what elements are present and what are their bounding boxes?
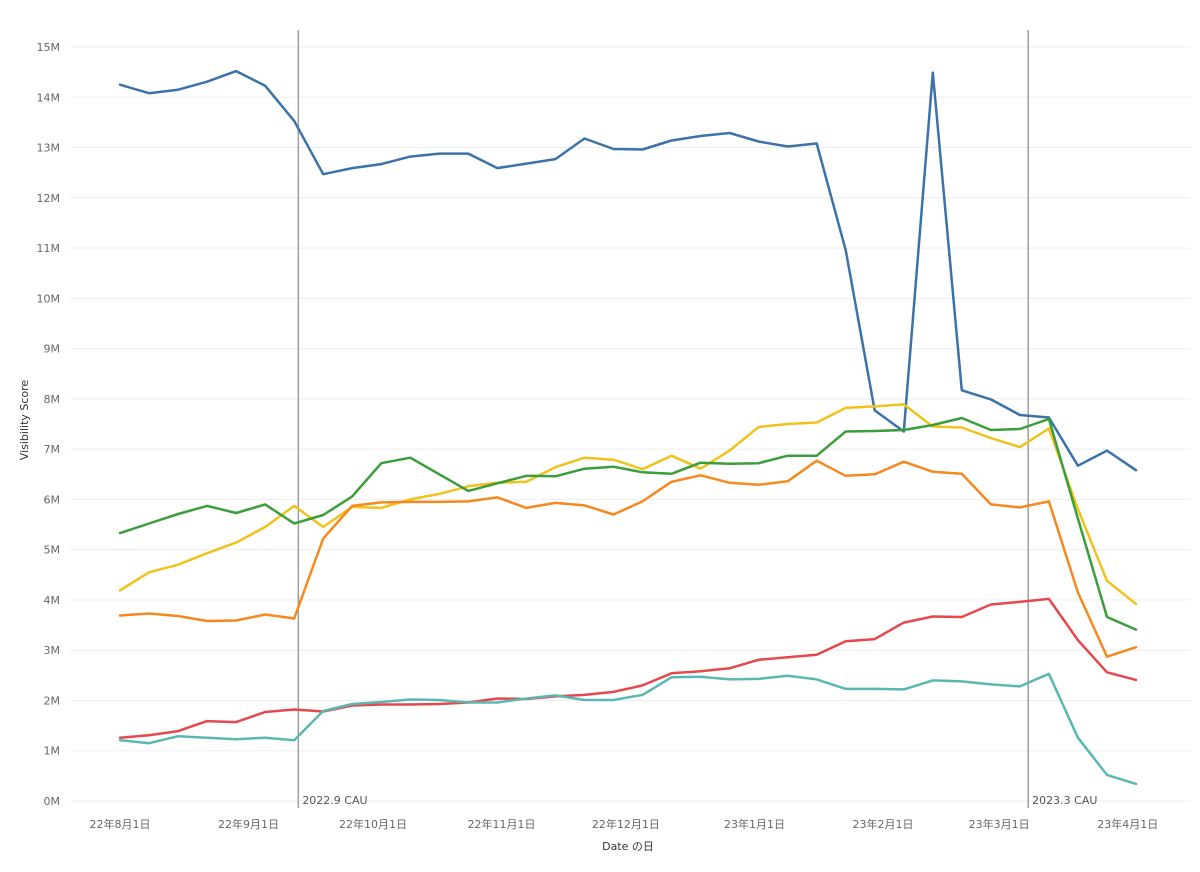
series-line bbox=[118, 597, 1138, 739]
x-tick-label: 22年10月1日 bbox=[339, 817, 407, 831]
reference-line-label: 2022.9 CAU bbox=[302, 794, 367, 807]
series-lines bbox=[118, 69, 1138, 786]
y-tick-label: 6M bbox=[44, 493, 61, 506]
y-tick-label: 4M bbox=[44, 594, 61, 607]
y-tick-label: 1M bbox=[44, 745, 61, 758]
y-tick-label: 8M bbox=[44, 393, 61, 406]
x-tick-label: 23年1月1日 bbox=[724, 817, 785, 831]
series-line bbox=[118, 69, 1138, 472]
y-tick-label: 12M bbox=[37, 192, 61, 205]
series-line bbox=[118, 416, 1138, 631]
reference-line-label: 2023.3 CAU bbox=[1032, 794, 1097, 807]
series-line bbox=[118, 403, 1138, 606]
y-tick-label: 14M bbox=[37, 91, 61, 104]
x-tick-label: 22年11月1日 bbox=[468, 817, 536, 831]
x-tick-label: 22年8月1日 bbox=[90, 817, 151, 831]
series-line bbox=[118, 459, 1138, 658]
x-axis: 22年8月1日 22年9月1日 22年10月1日 22年11月1日 22年12月1日 23… bbox=[90, 817, 1159, 831]
y-axis-title: Visibility Score bbox=[18, 380, 31, 461]
y-tick-label: 10M bbox=[37, 292, 61, 305]
x-tick-label: 23年3月1日 bbox=[969, 817, 1030, 831]
x-tick-label: 23年2月1日 bbox=[853, 817, 914, 831]
y-tick-label: 15M bbox=[37, 41, 61, 54]
y-tick-label: 7M bbox=[44, 443, 61, 456]
x-tick-label: 22年12月1日 bbox=[592, 817, 660, 831]
x-tick-label: 23年4月1日 bbox=[1097, 817, 1158, 831]
x-axis-title: Date の日 bbox=[602, 840, 654, 853]
series-line bbox=[118, 672, 1138, 786]
y-tick-label: 5M bbox=[44, 544, 61, 557]
y-tick-label: 3M bbox=[44, 644, 61, 657]
y-tick-label: 2M bbox=[44, 694, 61, 707]
y-tick-label: 11M bbox=[37, 242, 61, 255]
y-tick-label: 9M bbox=[44, 343, 61, 356]
y-tick-label: 13M bbox=[37, 142, 61, 155]
reference-lines: 2022.9 CAU 2023.3 CAU bbox=[297, 30, 1097, 808]
gridlines bbox=[70, 46, 1190, 802]
x-tick-label: 22年9月1日 bbox=[218, 817, 279, 831]
y-axis: 0M 1M 2M 3M 4M 5M 6M 7M 8M 9M 10M 11M 12M 13M 14M 15M bbox=[37, 41, 61, 808]
y-tick-label: 0M bbox=[44, 795, 61, 808]
